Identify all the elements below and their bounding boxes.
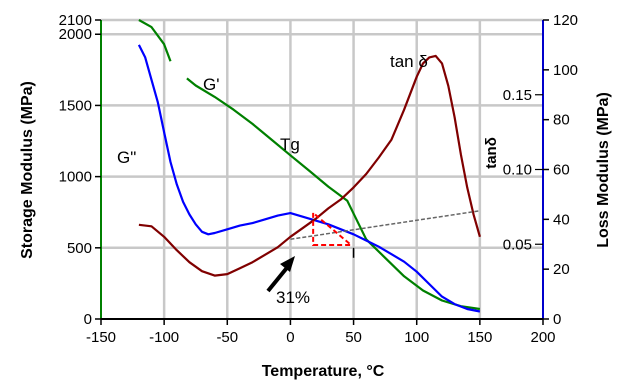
y-right-tick-label: 0 [553, 311, 561, 328]
y-right-tick-label: 100 [553, 62, 578, 79]
series-group [137, 19, 481, 313]
g-prime-label: G' [203, 75, 219, 94]
tan-delta-label: tan δ [390, 52, 428, 71]
loss-modulus-line [137, 44, 481, 313]
x-tick-label: -100 [149, 329, 179, 346]
x-tick-label: -150 [86, 329, 116, 346]
grid [101, 18, 543, 319]
y-left-tick-label: 2100 [59, 12, 92, 29]
percent-label: 31% [276, 288, 310, 307]
x-tick-label: 100 [404, 329, 429, 346]
y-left-tick-label: 1000 [59, 169, 92, 186]
y-right-tick-label: 60 [553, 162, 570, 179]
tangent-line [290, 210, 480, 241]
x-tick-label: 200 [530, 329, 555, 346]
tan-tick-label: 0.10 [503, 162, 532, 179]
x-tick-label: 150 [467, 329, 492, 346]
storage-modulus-line [138, 19, 481, 311]
tan-tick-label: 0.05 [503, 236, 532, 253]
annotations-group [266, 210, 480, 293]
y-right-tick-label: 80 [553, 112, 570, 129]
tan-delta-line [138, 54, 481, 277]
y-left-tick-label: 2000 [59, 26, 92, 43]
g-double-prime-label: G" [117, 148, 136, 167]
y-left-tick-label: 1500 [59, 97, 92, 114]
y-right-tick-label: 120 [553, 12, 578, 29]
axes-group: -150 -100 -50 0 50 100 150 20005001000150020002… [59, 12, 578, 346]
slope-triangle [312, 210, 354, 246]
y-left-axis-title: Storage Modulus (MPa) [19, 81, 36, 259]
y-left-tick-label: 0 [84, 311, 92, 328]
x-tick-label: -50 [216, 329, 238, 346]
y-right-axis-title: Loss Modulus (MPa) [595, 92, 612, 248]
tan-axis-label: tanδ [483, 137, 500, 169]
y-left-tick-label: 500 [67, 240, 92, 257]
tg-label: Tg [280, 135, 300, 154]
y-right-tick-label: 40 [553, 211, 570, 228]
tan-tick-label: 0.15 [503, 87, 532, 104]
arrow-head [280, 256, 295, 272]
x-tick-label: 50 [345, 329, 362, 346]
y-right-tick-label: 20 [553, 261, 570, 278]
x-tick-label: 0 [286, 329, 294, 346]
x-axis-title: Temperature, °C [262, 363, 385, 380]
